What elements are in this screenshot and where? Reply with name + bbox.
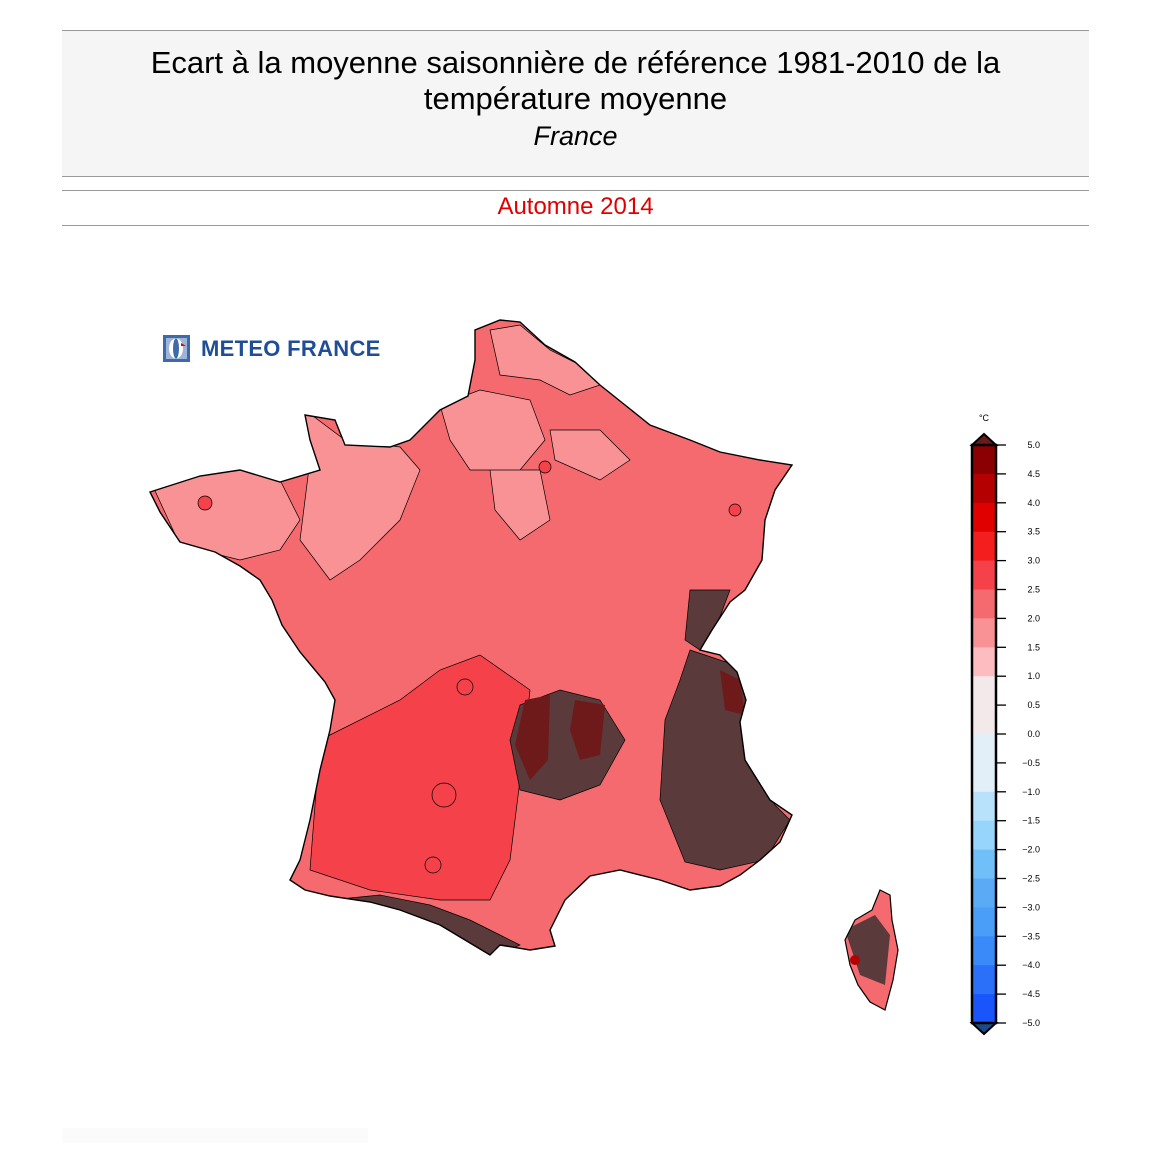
warm-spots (197, 460, 742, 874)
colorbar-band (972, 791, 996, 822)
colorbar-tick-label: 0.5 (1027, 700, 1040, 710)
colorbar-tick-label: −2.5 (1022, 874, 1040, 884)
colorbar-tick-label: −3.0 (1022, 902, 1040, 912)
colorbar-tick-label: 1.0 (1027, 671, 1040, 681)
title-line-2: température moyenne (423, 81, 728, 116)
colorbar-tick-label: −1.5 (1022, 816, 1040, 826)
colorbar-tick-label: 1.5 (1027, 642, 1040, 652)
colorbar-band (972, 445, 996, 475)
anomaly-1.5-2-area (150, 324, 631, 581)
colorbar-unit: °C (979, 413, 990, 423)
colorbar-band (972, 676, 996, 706)
region-subtitle: France (533, 121, 618, 151)
colorbar-tick-label: 3.0 (1027, 556, 1040, 566)
season-label: Automne 2014 (62, 190, 1089, 226)
colorbar-tick-label: −3.5 (1022, 931, 1040, 941)
colorbar-tick-label: −2.0 (1022, 845, 1040, 855)
colorbar-tick-label: 2.0 (1027, 613, 1040, 623)
colorbar-band (972, 762, 996, 793)
colorbar-band (972, 994, 996, 1024)
meteo-france-logo: METEO FRANCE (163, 335, 381, 362)
colorbar-tick-label: −5.0 (1022, 1018, 1040, 1028)
colorbar-band (972, 907, 996, 937)
colorbar-tick-label: −4.5 (1022, 989, 1040, 999)
colorbar-band (972, 734, 996, 764)
logo-text: METEO FRANCE (201, 335, 381, 361)
colorbar-band (972, 965, 996, 995)
colorbar-tick-label: 2.5 (1027, 585, 1040, 595)
anomaly-4.5-5-area (515, 670, 745, 780)
colorbar-tick-label: 4.5 (1027, 469, 1040, 479)
colorbar-band (972, 705, 996, 735)
title-line-1: Ecart à la moyenne saisonnière de référe… (150, 45, 1001, 80)
colorbar-band (972, 647, 996, 677)
colorbar-tick-label: −4.0 (1022, 960, 1040, 970)
colorbar-tick-label: 0.0 (1027, 729, 1040, 739)
footer-strip (62, 1128, 368, 1143)
colorbar-band (972, 560, 996, 590)
colorbar-band (972, 820, 996, 851)
colorbar-tick-label: −0.5 (1022, 758, 1040, 768)
colorbar-tick-label: 4.0 (1027, 498, 1040, 508)
colorbar-band (972, 878, 996, 908)
colorbar-band (972, 936, 996, 966)
title-panel: Ecart à la moyenne saisonnière de référe… (62, 30, 1089, 177)
anomaly-2.5-3-area (309, 654, 531, 901)
colorbar-over-arrow (969, 432, 999, 446)
colorbar-under-arrow (969, 1022, 999, 1036)
colorbar-band (972, 531, 996, 562)
france-mainland (150, 320, 792, 955)
colorbar-tick-label: −1.0 (1022, 787, 1040, 797)
colorbar: 5.0 4.5 4.0 3.5 3.0 2.5 2.0 1.5 1.0 0.5 0.0 −0.5 −1.… (969, 432, 1040, 1036)
meteo-france-globe-icon (163, 335, 190, 362)
colorbar-band (972, 589, 996, 619)
colorbar-band (972, 849, 996, 879)
colorbar-tick-label: 5.0 (1027, 440, 1040, 450)
colorbar-band (972, 473, 996, 504)
colorbar-band (972, 618, 996, 648)
corsica-outline (844, 889, 899, 1011)
colorbar-tick-label: 3.5 (1027, 527, 1040, 537)
colorbar-band (972, 502, 996, 533)
